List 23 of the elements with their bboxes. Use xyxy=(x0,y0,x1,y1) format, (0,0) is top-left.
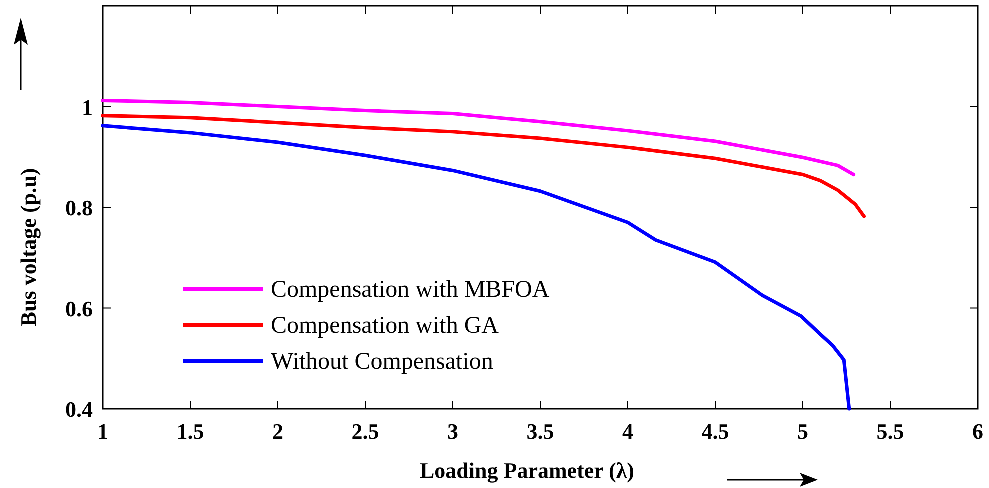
x-axis-title: Loading Parameter (λ) xyxy=(420,458,634,483)
line-series xyxy=(101,124,852,411)
x-tick-label: 1.5 xyxy=(176,419,204,444)
x-tick-label: 5.5 xyxy=(876,419,904,444)
x-tick-label: 5 xyxy=(798,419,808,444)
x-tick-label: 2.5 xyxy=(352,419,380,444)
legend-label: Compensation with GA xyxy=(271,313,500,339)
x-tick-label: 4.5 xyxy=(702,419,730,444)
line-series xyxy=(101,98,856,177)
legend-label: Compensation with MBFOA xyxy=(271,277,550,303)
y-tick-label: 1 xyxy=(82,94,93,120)
y-tick-label: 0.8 xyxy=(66,196,93,220)
x-tick-label: 6 xyxy=(972,419,984,444)
y-tick-label: 0.4 xyxy=(66,397,93,422)
x-tick-label: 3 xyxy=(448,419,458,444)
x-tick-label: 4 xyxy=(622,419,634,444)
x-tick-label: 2 xyxy=(272,419,284,444)
x-tick-label: 3.5 xyxy=(526,419,554,444)
legend-label: Without Compensation xyxy=(271,349,494,375)
line-series xyxy=(101,114,866,218)
x-tick-label: 1 xyxy=(98,419,108,444)
y-axis-title: Bus voltage (p.u) xyxy=(16,168,41,327)
y-tick-label: 0.6 xyxy=(66,296,93,322)
